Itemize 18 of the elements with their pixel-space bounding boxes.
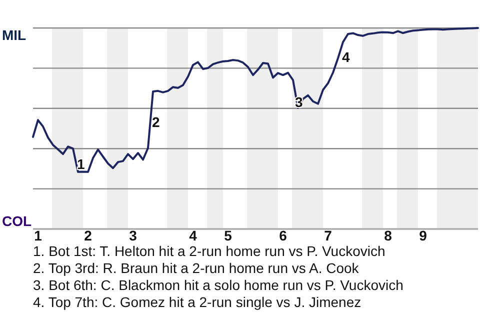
x-tick-label: 1 [34, 227, 42, 244]
x-tick-label: 8 [384, 227, 392, 244]
x-tick-label: 3 [129, 227, 138, 244]
x-tick-label: 7 [324, 227, 332, 244]
x-tick-label: 4 [189, 227, 198, 244]
annotation: 2 [152, 114, 160, 130]
text: 1. Bot 1st: T. Helton hit a 2-run home run vs P. Vuckovich [33, 243, 386, 259]
x-tick-label: 5 [224, 227, 232, 244]
annotation: 1 [77, 156, 85, 172]
x-tick-label: 6 [279, 227, 288, 244]
annotation: 4 [342, 49, 350, 65]
text: COL [2, 213, 32, 229]
x-tick-label: 9 [419, 227, 428, 244]
x-tick-label: 2 [84, 227, 92, 244]
text: 3. Bot 6th: C. Blackmon hit a solo home run vs P. Vuckovich [33, 277, 404, 293]
text: 2. Top 3rd: R. Braun hit a 2-run home run vs A. Cook [33, 260, 360, 276]
text: 4. Top 7th: C. Gomez hit a 2-run single vs J. Jimenez [33, 294, 362, 310]
text: MIL [2, 27, 27, 43]
